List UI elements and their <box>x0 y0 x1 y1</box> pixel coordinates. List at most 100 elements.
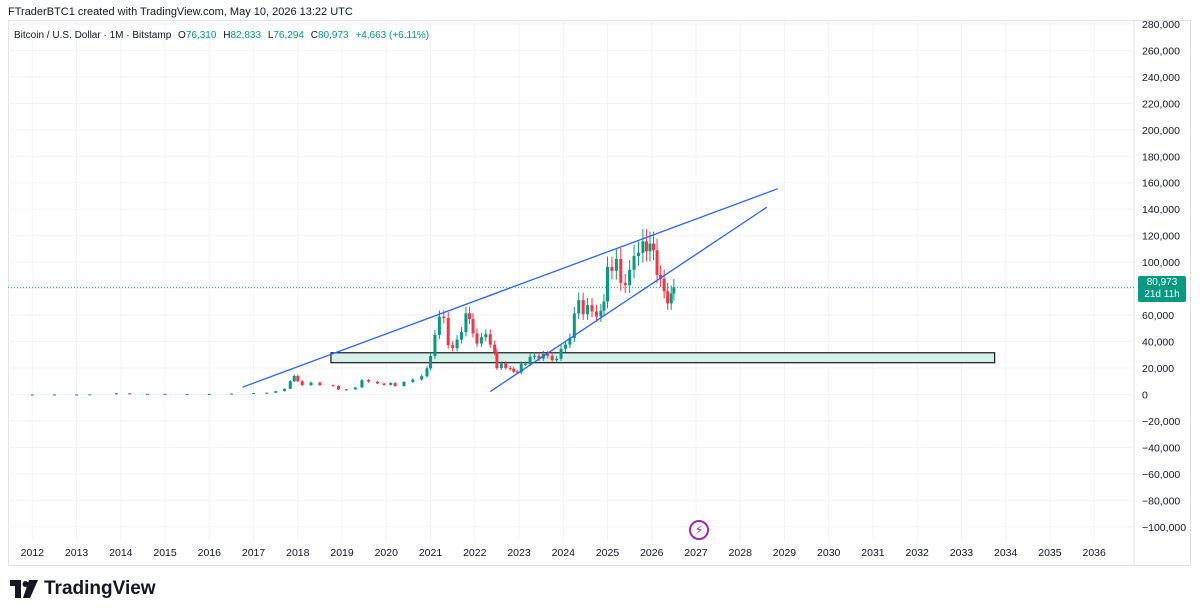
candle-body <box>360 380 364 388</box>
x-tick-label: 2030 <box>817 547 841 559</box>
x-tick-label: 2018 <box>286 547 310 559</box>
chart-frame <box>8 20 1191 566</box>
candle-body <box>652 243 656 251</box>
y-tick-label: −100,000 <box>1142 522 1186 534</box>
x-tick-label: 2034 <box>994 547 1018 559</box>
candle-body <box>594 311 598 317</box>
candle-body <box>666 291 670 304</box>
candle-body <box>265 392 269 394</box>
x-tick-label: 2035 <box>1038 547 1062 559</box>
y-tick-label: 200,000 <box>1142 125 1180 137</box>
legend-symbol: Bitcoin / U.S. Dollar · 1M · Bitstamp <box>14 30 172 41</box>
legend-low: 76,294 <box>273 30 304 41</box>
legend-low-label: L <box>267 30 274 41</box>
candle-body <box>590 305 594 312</box>
candle-body <box>669 293 673 304</box>
y-tick-label: 20,000 <box>1142 363 1174 375</box>
x-tick-label: 2024 <box>552 547 576 559</box>
candle-body <box>88 394 92 396</box>
candle-body <box>555 358 559 361</box>
candle-body <box>479 337 483 344</box>
symbol-legend: Bitcoin / U.S. Dollar · 1M · Bitstamp O7… <box>14 30 429 41</box>
candle-body <box>586 305 590 315</box>
x-tick-label: 2019 <box>330 547 354 559</box>
candle-body <box>344 389 348 391</box>
candle-body <box>252 393 256 395</box>
candle-body <box>484 334 488 338</box>
candle-body <box>464 313 468 333</box>
x-tick-label: 2026 <box>640 547 664 559</box>
legend-open-label: O <box>178 30 186 41</box>
candle-body <box>300 381 304 386</box>
candle-body <box>550 355 554 361</box>
y-tick-label: 0 <box>1142 389 1148 401</box>
legend-high: 82,833 <box>230 30 262 41</box>
last-price-tag: 80,973 21d 11h <box>1138 276 1186 302</box>
candle-body <box>581 300 585 315</box>
support-zone-rect <box>330 352 996 364</box>
candle-body <box>145 393 149 395</box>
candle-body <box>475 333 479 344</box>
y-tick-label: 60,000 <box>1142 310 1174 322</box>
y-tick-label: −40,000 <box>1142 442 1180 454</box>
y-tick-label: 180,000 <box>1142 151 1180 163</box>
candle-body <box>572 313 576 339</box>
y-tick-label: 240,000 <box>1142 72 1180 84</box>
candle-body <box>163 393 167 395</box>
x-tick-label: 2021 <box>419 547 443 559</box>
candles <box>30 229 676 396</box>
candle-body <box>559 348 563 359</box>
trendline-2 <box>489 206 768 393</box>
candle-body <box>292 375 296 382</box>
candle-body <box>402 382 406 386</box>
x-tick-label: 2028 <box>729 547 753 559</box>
trendline-1 <box>242 188 779 388</box>
candle-body <box>283 388 287 392</box>
candle-body <box>508 367 512 369</box>
x-tick-label: 2013 <box>65 547 89 559</box>
candle-body <box>467 313 471 320</box>
candle-body <box>659 274 663 279</box>
x-tick-label: 2036 <box>1083 547 1107 559</box>
candle-body <box>296 375 300 382</box>
x-tick-label: 2033 <box>950 547 974 559</box>
x-tick-label: 2016 <box>198 547 222 559</box>
candle-body <box>459 332 463 340</box>
candle-body <box>455 339 459 349</box>
time-axis: 2012 2013 2014 2015 2016 2017 2018 2019 2020 2021… <box>21 547 1106 559</box>
candle-body <box>504 363 508 368</box>
x-tick-label: 2023 <box>507 547 531 559</box>
candle-body <box>185 394 189 396</box>
candle-body <box>537 355 541 359</box>
brand-name: TradingView <box>44 578 156 599</box>
candle-body <box>433 334 437 357</box>
bolt-icon[interactable]: ⚡ <box>689 520 709 540</box>
y-tick-label: 100,000 <box>1142 257 1180 269</box>
candle-body <box>623 282 627 286</box>
y-tick-label: 220,000 <box>1142 98 1180 110</box>
candle-body <box>641 241 645 253</box>
candle-body <box>495 352 499 369</box>
candle-body <box>577 300 581 314</box>
tradingview-logo[interactable]: TradingView <box>10 578 156 600</box>
last-price-value: 80,973 <box>1146 277 1178 288</box>
legend-open: 76,310 <box>185 30 217 41</box>
candle-body <box>614 258 618 271</box>
candle-body <box>318 382 322 386</box>
candle-body <box>619 258 623 283</box>
candle-body <box>568 338 572 345</box>
candle-body <box>207 393 211 395</box>
legend-high-label: H <box>223 30 231 41</box>
candle-body <box>425 368 429 377</box>
candle-body <box>451 345 455 349</box>
candle-body <box>532 355 536 357</box>
legend-change: +4,663 (+6.11%) <box>355 30 430 41</box>
candle-body <box>499 363 503 369</box>
x-tick-label: 2020 <box>375 547 399 559</box>
y-tick-label: −60,000 <box>1142 469 1180 481</box>
candle-body <box>442 316 446 319</box>
x-tick-label: 2029 <box>773 547 797 559</box>
candle-body <box>375 381 379 384</box>
x-tick-label: 2017 <box>242 547 266 559</box>
